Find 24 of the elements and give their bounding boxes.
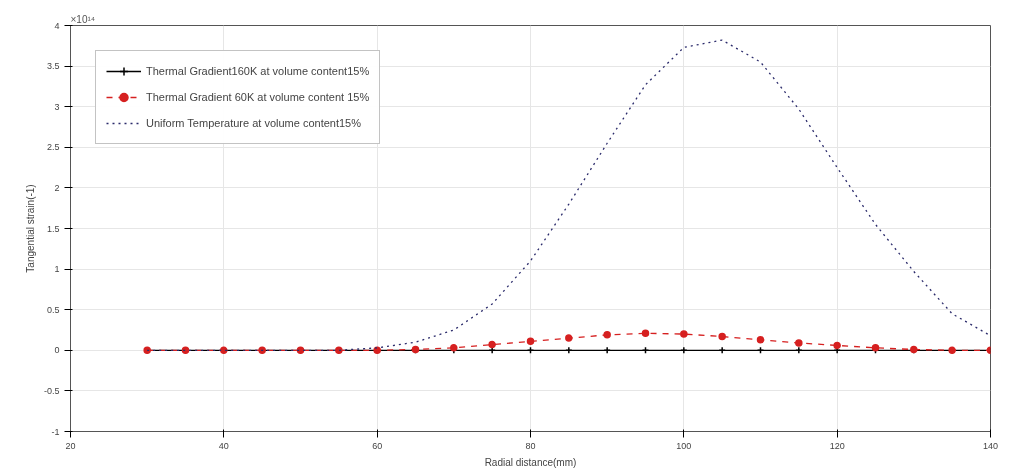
legend-label: Thermal Gradient160K at volume content15% bbox=[146, 65, 370, 77]
y-tick-label: -1 bbox=[51, 426, 60, 437]
y-tick-label: 3.5 bbox=[46, 61, 60, 72]
legend-label: Uniform Temperature at volume content15% bbox=[146, 117, 362, 129]
y-tick-label: 3 bbox=[54, 101, 60, 112]
y-tick-label: -0.5 bbox=[43, 385, 60, 396]
y-tick-label: 0 bbox=[54, 345, 60, 356]
y-tick-label: 1 bbox=[54, 264, 60, 275]
y-tick-label: 0.5 bbox=[46, 304, 60, 315]
y-tick-label: 4 bbox=[54, 20, 60, 31]
x-axis-title: Radial distance(mm) bbox=[484, 456, 577, 468]
y-tick-label: 2 bbox=[54, 182, 60, 193]
y-tick-label: 2.5 bbox=[46, 142, 60, 153]
x-tick-label: 40 bbox=[218, 440, 229, 451]
y-tick-label: 1.5 bbox=[46, 223, 60, 234]
y-axis-title: Tangential strain(-1) bbox=[24, 184, 36, 273]
text: ×10¹⁴ bbox=[70, 13, 96, 25]
legend-label: Thermal Gradient 60K at volume content 15% bbox=[146, 91, 370, 103]
x-tick-label: 80 bbox=[525, 440, 536, 451]
x-tick-label: 100 bbox=[676, 440, 692, 451]
x-tick-label: 120 bbox=[829, 440, 845, 451]
x-tick-label: 60 bbox=[372, 440, 383, 451]
x-tick-label: 140 bbox=[982, 440, 999, 451]
x-tick-label: 20 bbox=[65, 440, 76, 451]
